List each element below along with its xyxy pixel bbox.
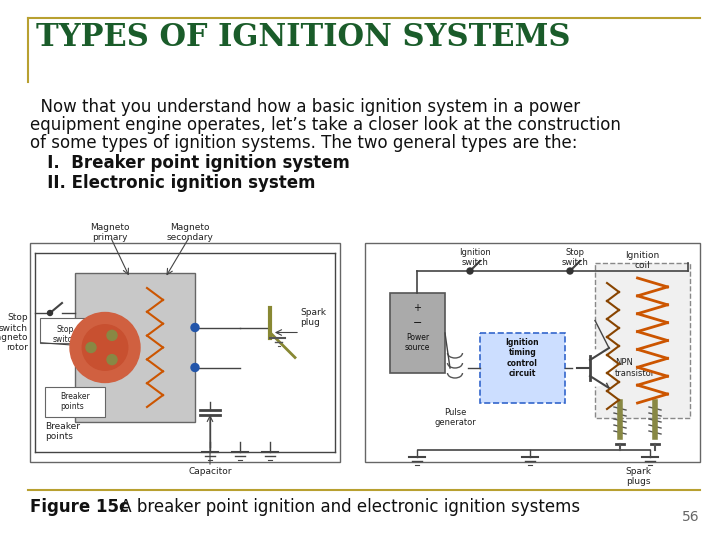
Text: Power
source: Power source [405, 333, 430, 353]
Text: of some types of ignition systems. The two general types are the:: of some types of ignition systems. The t… [30, 134, 577, 152]
Text: Now that you understand how a basic ignition system in a power: Now that you understand how a basic igni… [30, 98, 580, 116]
Text: Ignition
coil: Ignition coil [626, 251, 660, 271]
Text: Pulse
generator: Pulse generator [434, 408, 476, 427]
Text: −: − [413, 318, 422, 328]
Bar [40, 318, 90, 343]
Bar [45, 387, 105, 417]
Circle shape [107, 330, 117, 340]
Text: I.  Breaker point ignition system: I. Breaker point ignition system [30, 154, 350, 172]
Circle shape [467, 268, 473, 274]
Text: 56: 56 [683, 510, 700, 524]
Text: Breaker
points: Breaker points [60, 392, 90, 411]
Circle shape [567, 268, 573, 274]
Text: Figure 15c: Figure 15c [30, 498, 129, 516]
Circle shape [191, 363, 199, 372]
Text: Ignition
switch: Ignition switch [459, 248, 491, 267]
Text: NPN
transistor: NPN transistor [615, 359, 655, 377]
Text: Stop
switch: Stop switch [53, 325, 77, 345]
Circle shape [107, 355, 117, 365]
Circle shape [48, 310, 53, 315]
Text: Spark
plug: Spark plug [300, 308, 326, 327]
Text: Magneto
rotor: Magneto rotor [0, 333, 28, 352]
Text: Stop
switch: Stop switch [562, 248, 588, 267]
Text: II. Electronic ignition system: II. Electronic ignition system [30, 174, 315, 192]
Circle shape [70, 313, 140, 382]
Text: A breaker point ignition and electronic ignition systems: A breaker point ignition and electronic … [115, 498, 580, 516]
Text: +: + [413, 303, 421, 313]
Bar [75, 273, 195, 422]
Text: Capacitor: Capacitor [188, 467, 232, 476]
Text: Spark
plugs: Spark plugs [625, 467, 651, 487]
Circle shape [82, 325, 127, 370]
Circle shape [577, 350, 613, 386]
Text: Stop
switch: Stop switch [0, 313, 28, 333]
Bar [365, 243, 700, 462]
Text: equipment engine operates, let’s take a closer look at the construction: equipment engine operates, let’s take a … [30, 116, 621, 134]
Circle shape [191, 323, 199, 332]
Bar [30, 243, 340, 462]
Bar [390, 293, 445, 373]
Circle shape [86, 342, 96, 353]
FancyBboxPatch shape [595, 263, 690, 418]
Text: Magneto
primary: Magneto primary [90, 223, 130, 242]
Text: Magneto
secondary: Magneto secondary [166, 223, 213, 242]
Text: TYPES OF IGNITION SYSTEMS: TYPES OF IGNITION SYSTEMS [36, 22, 570, 53]
FancyBboxPatch shape [480, 333, 565, 403]
Text: Breaker
points: Breaker points [45, 422, 80, 441]
Text: Ignition
timing
control
circuit: Ignition timing control circuit [505, 338, 539, 378]
